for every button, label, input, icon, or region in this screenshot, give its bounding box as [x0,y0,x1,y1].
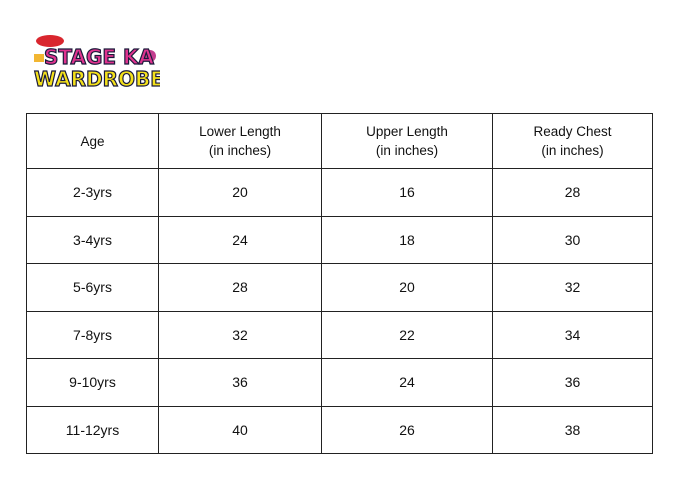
header-age: Age [26,113,159,169]
ready-chest-cell: 30 [492,215,653,264]
upper-length-cell: 24 [321,358,493,407]
svg-text:STAGE KA: STAGE KA [44,45,155,69]
table-row: 5-6yrs 28 20 32 [26,263,653,312]
table-row: 2-3yrs 20 16 28 [26,168,653,217]
ready-chest-cell: 36 [492,358,653,407]
upper-length-cell: 18 [321,215,493,264]
header-row: Age Lower Length (in inches) Upper Length… [26,113,653,169]
age-cell: 2-3yrs [26,168,159,217]
lower-length-cell: 24 [158,215,322,264]
upper-length-cell: 20 [321,263,493,312]
ready-chest-cell: 34 [492,310,653,359]
table-row: 9-10yrs 36 24 36 [26,358,653,407]
table-row: 7-8yrs 32 22 34 [26,310,653,359]
upper-length-cell: 26 [321,405,493,454]
age-cell: 7-8yrs [26,310,159,359]
age-cell: 5-6yrs [26,263,159,312]
header-upper-length: Upper Length (in inches) [321,113,493,169]
upper-length-cell: 16 [321,168,493,217]
size-chart-table: Age Lower Length (in inches) Upper Length… [26,113,653,454]
lower-length-cell: 40 [158,405,322,454]
age-cell: 9-10yrs [26,358,159,407]
lower-length-cell: 20 [158,168,322,217]
age-cell: 3-4yrs [26,215,159,264]
brand-logo: STAGE KA WARDROBE [30,32,165,94]
ready-chest-cell: 38 [492,405,653,454]
age-cell: 11-12yrs [26,405,159,454]
upper-length-cell: 22 [321,310,493,359]
table-row: 11-12yrs 40 26 38 [26,405,653,454]
ready-chest-cell: 28 [492,168,653,217]
ready-chest-cell: 32 [492,263,653,312]
lower-length-cell: 36 [158,358,322,407]
lower-length-cell: 28 [158,263,322,312]
lower-length-cell: 32 [158,310,322,359]
table-row: 3-4yrs 24 18 30 [26,215,653,264]
svg-text:WARDROBE: WARDROBE [34,67,160,91]
header-lower-length: Lower Length (in inches) [158,113,322,169]
header-ready-chest: Ready Chest (in inches) [492,113,653,169]
